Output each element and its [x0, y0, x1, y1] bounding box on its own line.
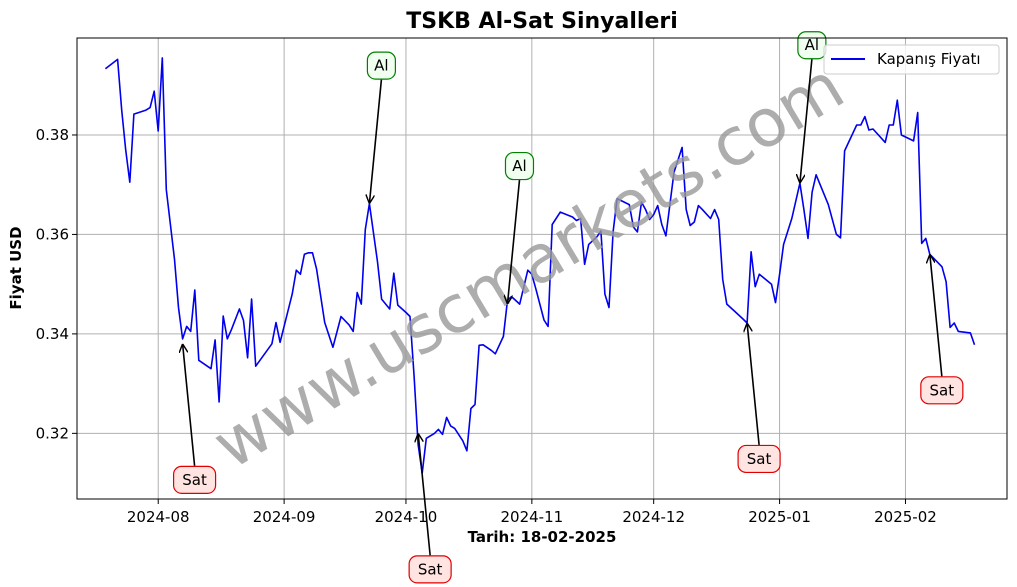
x-axis-label: Tarih: 18-02-2025 [468, 528, 617, 546]
legend: Kapanış Fiyatı [823, 44, 1000, 75]
signal-arrow [800, 59, 813, 183]
signal-arrow [369, 79, 383, 204]
sell-signal-label: Sat [930, 381, 955, 399]
sell-signal-label: Sat [747, 450, 772, 468]
sell-signal-label: Sat [418, 560, 443, 578]
x-tick-label: 2024-08 [127, 508, 190, 526]
buy-signal-label: Al [512, 157, 526, 175]
sell-signal-box [737, 444, 781, 474]
y-tick-label: 0.34 [36, 325, 69, 343]
signal-arrow [183, 344, 196, 466]
annotation-layer: Sat Al Sat Al Sat Al Sat [172, 31, 964, 584]
plot-frame [76, 37, 1008, 500]
series-layer [104, 57, 976, 474]
buy-signal-box [504, 151, 535, 181]
buy-signal-label: Al [805, 36, 819, 54]
axis-ticks: 2024-08 2024-09 2024-10 2024-11 2024-12 2025-… [36, 126, 937, 526]
x-tick-label: 2024-11 [501, 508, 564, 526]
y-tick-label: 0.38 [36, 126, 69, 144]
sell-signal-box [920, 376, 964, 405]
signal-arrow [930, 254, 943, 377]
signal-arrow [507, 179, 521, 304]
buy-signal-box [366, 51, 397, 80]
x-tick-label: 2024-12 [622, 508, 685, 526]
signal-arrow [418, 433, 431, 556]
chart-title: TSKB Al-Sat Sinyalleri [406, 9, 678, 34]
buy-signal-label: Al [374, 57, 388, 75]
x-tick-label: 2024-10 [375, 508, 438, 526]
close-price-line [104, 57, 976, 474]
sell-signal-box [408, 555, 452, 584]
y-tick-label: 0.36 [36, 225, 69, 243]
legend-entry-close-price: Kapanış Fiyatı [877, 50, 981, 68]
y-axis-label: Fiyat USD [7, 226, 25, 309]
sell-signal-box [172, 465, 217, 494]
x-tick-label: 2024-09 [253, 508, 316, 526]
signal-arrow [747, 323, 760, 446]
legend-box [823, 44, 1000, 75]
sell-signal-label: Sat [182, 471, 207, 489]
x-tick-label: 2025-01 [748, 508, 811, 526]
x-tick-label: 2025-02 [874, 508, 937, 526]
y-tick-label: 0.32 [36, 424, 69, 442]
